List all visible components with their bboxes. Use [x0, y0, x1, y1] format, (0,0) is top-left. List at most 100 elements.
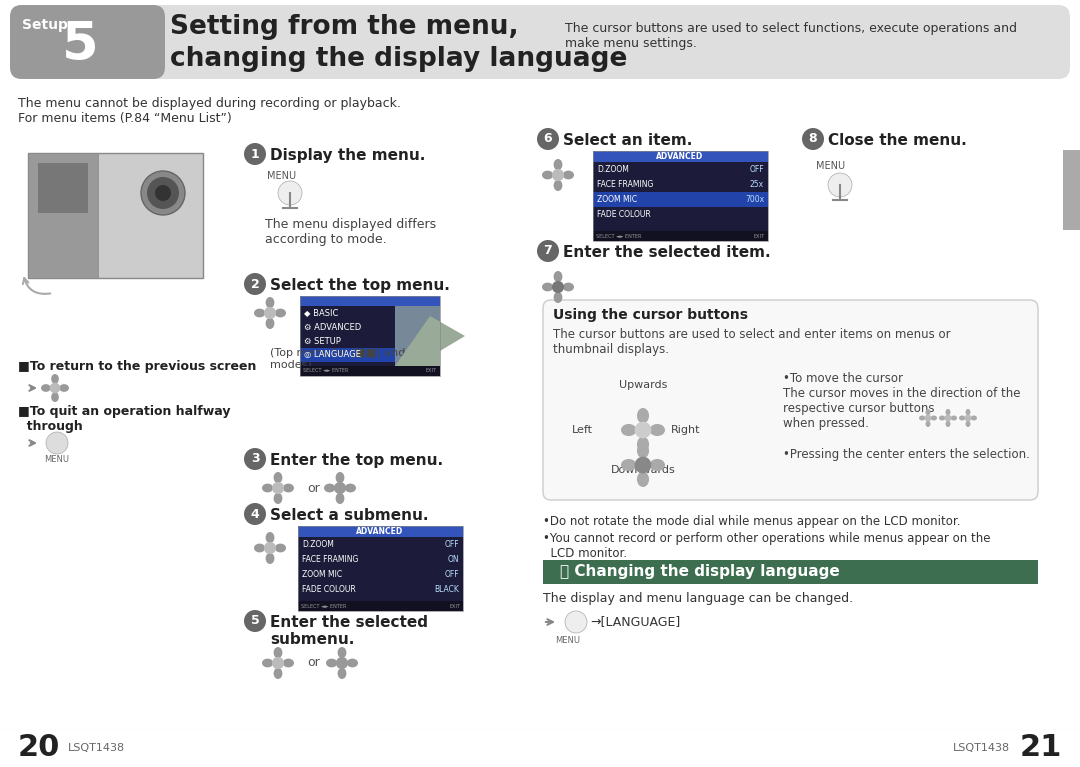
Circle shape — [156, 185, 171, 201]
Circle shape — [635, 456, 651, 473]
Ellipse shape — [542, 170, 553, 179]
Circle shape — [552, 169, 564, 181]
Ellipse shape — [273, 472, 282, 483]
Ellipse shape — [563, 282, 573, 291]
Bar — [395, 296, 440, 366]
Bar — [38, 163, 87, 213]
Text: ■To return to the previous screen: ■To return to the previous screen — [18, 360, 256, 373]
Circle shape — [264, 307, 276, 319]
Ellipse shape — [51, 392, 58, 402]
Text: 5: 5 — [251, 614, 259, 627]
Text: OFF: OFF — [444, 570, 459, 579]
Text: MENU: MENU — [267, 171, 296, 181]
Text: ADVANCED: ADVANCED — [356, 527, 404, 536]
Text: ⚙ ADVANCED: ⚙ ADVANCED — [303, 322, 361, 331]
Ellipse shape — [637, 436, 649, 452]
Ellipse shape — [283, 484, 294, 492]
Circle shape — [964, 415, 971, 421]
Text: •You cannot record or perform other operations while menus appear on the
  LCD m: •You cannot record or perform other oper… — [543, 532, 990, 560]
Ellipse shape — [266, 297, 274, 308]
Ellipse shape — [262, 484, 273, 492]
Polygon shape — [395, 316, 465, 366]
Text: 4: 4 — [251, 508, 259, 521]
Ellipse shape — [324, 484, 335, 492]
Text: 5: 5 — [62, 19, 98, 71]
Text: The display and menu language can be changed.: The display and menu language can be cha… — [543, 592, 853, 605]
Text: ⚙ SETUP: ⚙ SETUP — [303, 337, 341, 345]
Bar — [298, 526, 463, 611]
Ellipse shape — [336, 472, 345, 483]
Circle shape — [802, 128, 824, 150]
Circle shape — [244, 273, 266, 295]
FancyBboxPatch shape — [10, 5, 1070, 79]
Ellipse shape — [649, 459, 665, 471]
Text: Upwards: Upwards — [619, 380, 667, 390]
Ellipse shape — [266, 553, 274, 564]
Text: •Pressing the center enters the selection.: •Pressing the center enters the selectio… — [783, 448, 1030, 461]
Ellipse shape — [966, 421, 971, 427]
Text: The cursor buttons are used to select and enter items on menus or
thumbnail disp: The cursor buttons are used to select an… — [553, 328, 950, 356]
Ellipse shape — [338, 668, 347, 679]
Circle shape — [552, 281, 564, 293]
Ellipse shape — [945, 409, 950, 415]
Ellipse shape — [51, 374, 58, 384]
Text: Setting from the menu,: Setting from the menu, — [170, 14, 518, 40]
Text: D.ZOOM: D.ZOOM — [597, 165, 629, 174]
Ellipse shape — [637, 443, 649, 459]
Text: ZOOM MIC: ZOOM MIC — [302, 570, 342, 579]
Text: ◎ LANGUAGE: ◎ LANGUAGE — [303, 351, 361, 360]
Text: ⓘ Changing the display language: ⓘ Changing the display language — [561, 564, 840, 579]
Bar — [300, 348, 440, 362]
Bar — [300, 296, 440, 376]
Text: (Top menu for [■■] and [●]
modes): (Top menu for [■■] and [●] modes) — [270, 348, 428, 370]
Ellipse shape — [621, 424, 636, 436]
Circle shape — [334, 482, 346, 494]
Text: SELECT ◄► ENTER: SELECT ◄► ENTER — [303, 368, 349, 374]
Circle shape — [278, 181, 302, 205]
Text: The menu cannot be displayed during recording or playback.: The menu cannot be displayed during reco… — [18, 97, 401, 110]
Text: 1: 1 — [251, 147, 259, 160]
Ellipse shape — [931, 416, 937, 420]
Text: Select an item.: Select an item. — [563, 133, 692, 148]
Text: ON: ON — [447, 555, 459, 564]
Circle shape — [147, 177, 179, 209]
Text: SELECT ◄► ENTER: SELECT ◄► ENTER — [596, 233, 642, 239]
Ellipse shape — [347, 659, 357, 667]
Circle shape — [272, 482, 284, 494]
Ellipse shape — [266, 532, 274, 543]
Text: BLACK: BLACK — [434, 585, 459, 594]
Circle shape — [945, 415, 951, 421]
Text: Enter the selected
submenu.: Enter the selected submenu. — [270, 615, 428, 647]
Bar — [0, 730, 1080, 767]
Text: FADE COLOUR: FADE COLOUR — [302, 585, 355, 594]
Text: MENU: MENU — [816, 161, 846, 171]
Ellipse shape — [621, 459, 636, 471]
Ellipse shape — [59, 384, 69, 392]
Bar — [593, 192, 768, 207]
Ellipse shape — [637, 472, 649, 487]
Ellipse shape — [926, 421, 931, 427]
Circle shape — [244, 448, 266, 470]
Circle shape — [50, 383, 60, 393]
Ellipse shape — [41, 384, 51, 392]
Text: 2: 2 — [251, 278, 259, 291]
Text: EXIT: EXIT — [754, 233, 765, 239]
Bar — [593, 151, 768, 241]
Circle shape — [141, 171, 185, 215]
Ellipse shape — [273, 647, 282, 658]
Text: MENU: MENU — [44, 455, 69, 464]
Bar — [28, 153, 98, 278]
Ellipse shape — [919, 416, 926, 420]
Circle shape — [336, 657, 348, 669]
Text: →[LANGUAGE]: →[LANGUAGE] — [590, 615, 680, 628]
Text: Using the cursor buttons: Using the cursor buttons — [553, 308, 748, 322]
Text: SELECT ◄► ENTER: SELECT ◄► ENTER — [301, 604, 347, 608]
Text: Select a submenu.: Select a submenu. — [270, 508, 429, 523]
Ellipse shape — [966, 409, 971, 415]
Bar — [298, 526, 463, 611]
Text: changing the display language: changing the display language — [170, 46, 627, 72]
Text: ADVANCED: ADVANCED — [657, 152, 704, 161]
Ellipse shape — [336, 493, 345, 504]
Circle shape — [828, 173, 852, 197]
Circle shape — [244, 610, 266, 632]
